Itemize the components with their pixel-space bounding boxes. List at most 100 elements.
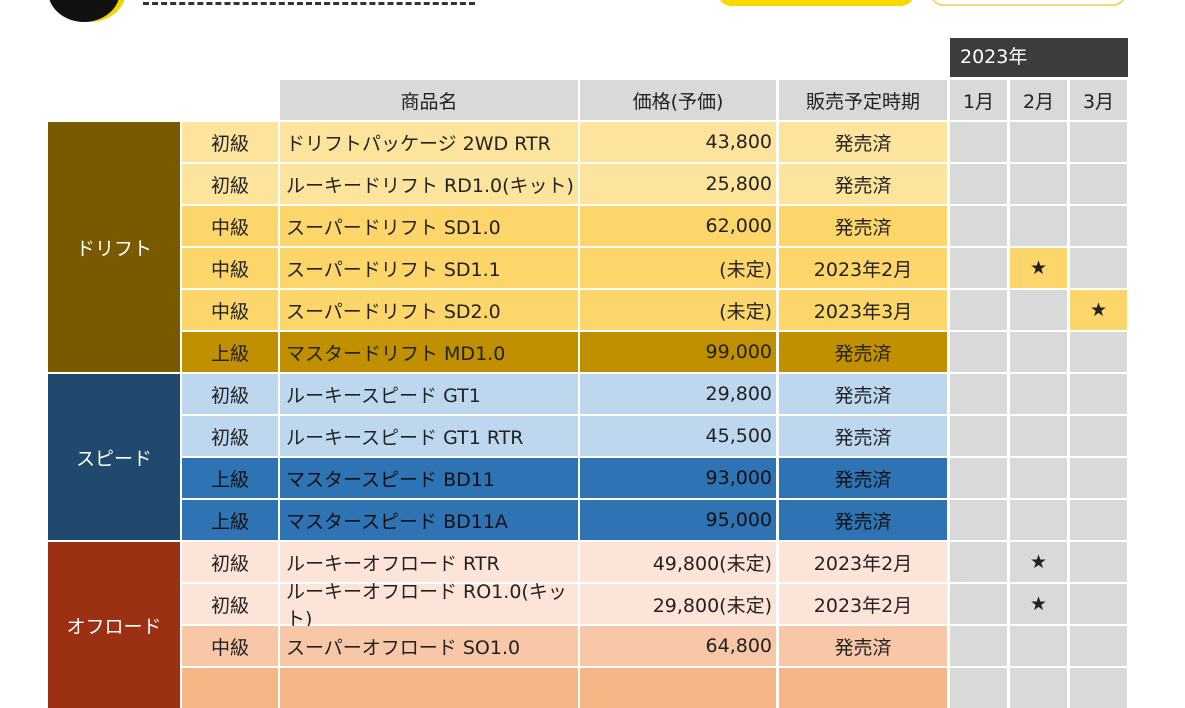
price-cell: 49,800(未定) [580,542,776,582]
price-cell: 45,500 [580,416,776,456]
release-cell: 2023年2月 [779,248,947,288]
primary-button[interactable] [718,0,914,6]
product-name: マスタースピード BD11A [280,500,578,540]
product-name: マスタードリフト MD1.0 [280,332,578,372]
category-0: ドリフト [48,122,180,372]
release-cell [779,668,947,708]
price-cell: 43,800 [580,122,776,162]
column-header: 価格(予価) [580,80,776,120]
month-cell [1070,584,1127,624]
product-name: ドリフトパッケージ 2WD RTR [280,122,578,162]
grade-cell: 上級 [182,500,278,540]
category-2: オフロード [48,542,180,708]
grade-cell: 初級 [182,542,278,582]
month-header: 3月 [1070,80,1127,120]
release-cell: 発売済 [779,458,947,498]
month-cell [950,668,1007,708]
grade-cell: 中級 [182,290,278,330]
grade-cell: 初級 [182,122,278,162]
month-cell [950,500,1007,540]
grade-cell [182,668,278,708]
month-cell [1070,332,1127,372]
month-cell [950,374,1007,414]
month-header: 1月 [950,80,1007,120]
grade-cell: 上級 [182,458,278,498]
logo [48,0,120,22]
release-cell: 発売済 [779,374,947,414]
grade-cell: 初級 [182,416,278,456]
month-cell [1010,626,1067,666]
month-cell [1010,290,1067,330]
grade-cell: 初級 [182,584,278,624]
month-cell [1070,206,1127,246]
product-name: ルーキースピード GT1 [280,374,578,414]
month-header: 2月 [1010,80,1067,120]
month-cell [1070,122,1127,162]
dashed-divider [143,2,475,5]
month-cell [1010,668,1067,708]
price-cell: 29,800 [580,374,776,414]
month-cell [1070,668,1127,708]
price-cell [580,668,776,708]
release-cell: 発売済 [779,122,947,162]
star-icon: ★ [1010,248,1067,288]
release-cell: 2023年2月 [779,584,947,624]
month-cell [1070,248,1127,288]
grade-cell: 上級 [182,332,278,372]
month-cell [950,626,1007,666]
month-cell [950,458,1007,498]
month-cell [950,290,1007,330]
star-icon: ★ [1010,542,1067,582]
month-cell [1010,500,1067,540]
grade-cell: 中級 [182,248,278,288]
month-cell [1070,542,1127,582]
year-header: 2023年 [950,38,1128,77]
month-cell [1010,122,1067,162]
price-cell: 64,800 [580,626,776,666]
grade-cell: 初級 [182,164,278,204]
price-cell: 25,800 [580,164,776,204]
month-cell [950,584,1007,624]
month-cell [1010,206,1067,246]
category-1: スピード [48,374,180,540]
month-cell [950,206,1007,246]
price-cell: 62,000 [580,206,776,246]
month-cell [1010,164,1067,204]
product-name: スーパードリフト SD2.0 [280,290,578,330]
grade-cell: 初級 [182,374,278,414]
product-name: ルーキーオフロード RO1.0(キット) [280,581,578,630]
secondary-button[interactable] [930,0,1126,6]
release-cell: 2023年3月 [779,290,947,330]
price-cell: 95,000 [580,500,776,540]
release-cell: 発売済 [779,626,947,666]
month-cell [950,416,1007,456]
column-header: 商品名 [280,80,578,120]
product-name [280,668,578,708]
release-cell: 発売済 [779,332,947,372]
month-cell [950,332,1007,372]
price-cell: 93,000 [580,458,776,498]
month-cell [950,164,1007,204]
release-cell: 発売済 [779,416,947,456]
month-cell [1070,500,1127,540]
grade-cell: 中級 [182,626,278,666]
release-cell: 発売済 [779,500,947,540]
month-cell [950,122,1007,162]
product-name: ルーキースピード GT1 RTR [280,416,578,456]
product-name: マスタースピード BD11 [280,458,578,498]
product-name: ルーキーオフロード RTR [280,542,578,582]
product-name: スーパードリフト SD1.1 [280,248,578,288]
star-icon: ★ [1010,584,1067,624]
month-cell [1070,164,1127,204]
product-name: スーパードリフト SD1.0 [280,206,578,246]
star-icon: ★ [1070,290,1127,330]
month-cell [1070,416,1127,456]
column-header: 販売予定時期 [779,80,947,120]
product-name: ルーキードリフト RD1.0(キット) [280,164,578,204]
month-cell [1070,626,1127,666]
month-cell [1010,332,1067,372]
price-cell: 99,000 [580,332,776,372]
month-cell [1010,416,1067,456]
month-cell [950,542,1007,582]
price-cell: 29,800(未定) [580,584,776,624]
